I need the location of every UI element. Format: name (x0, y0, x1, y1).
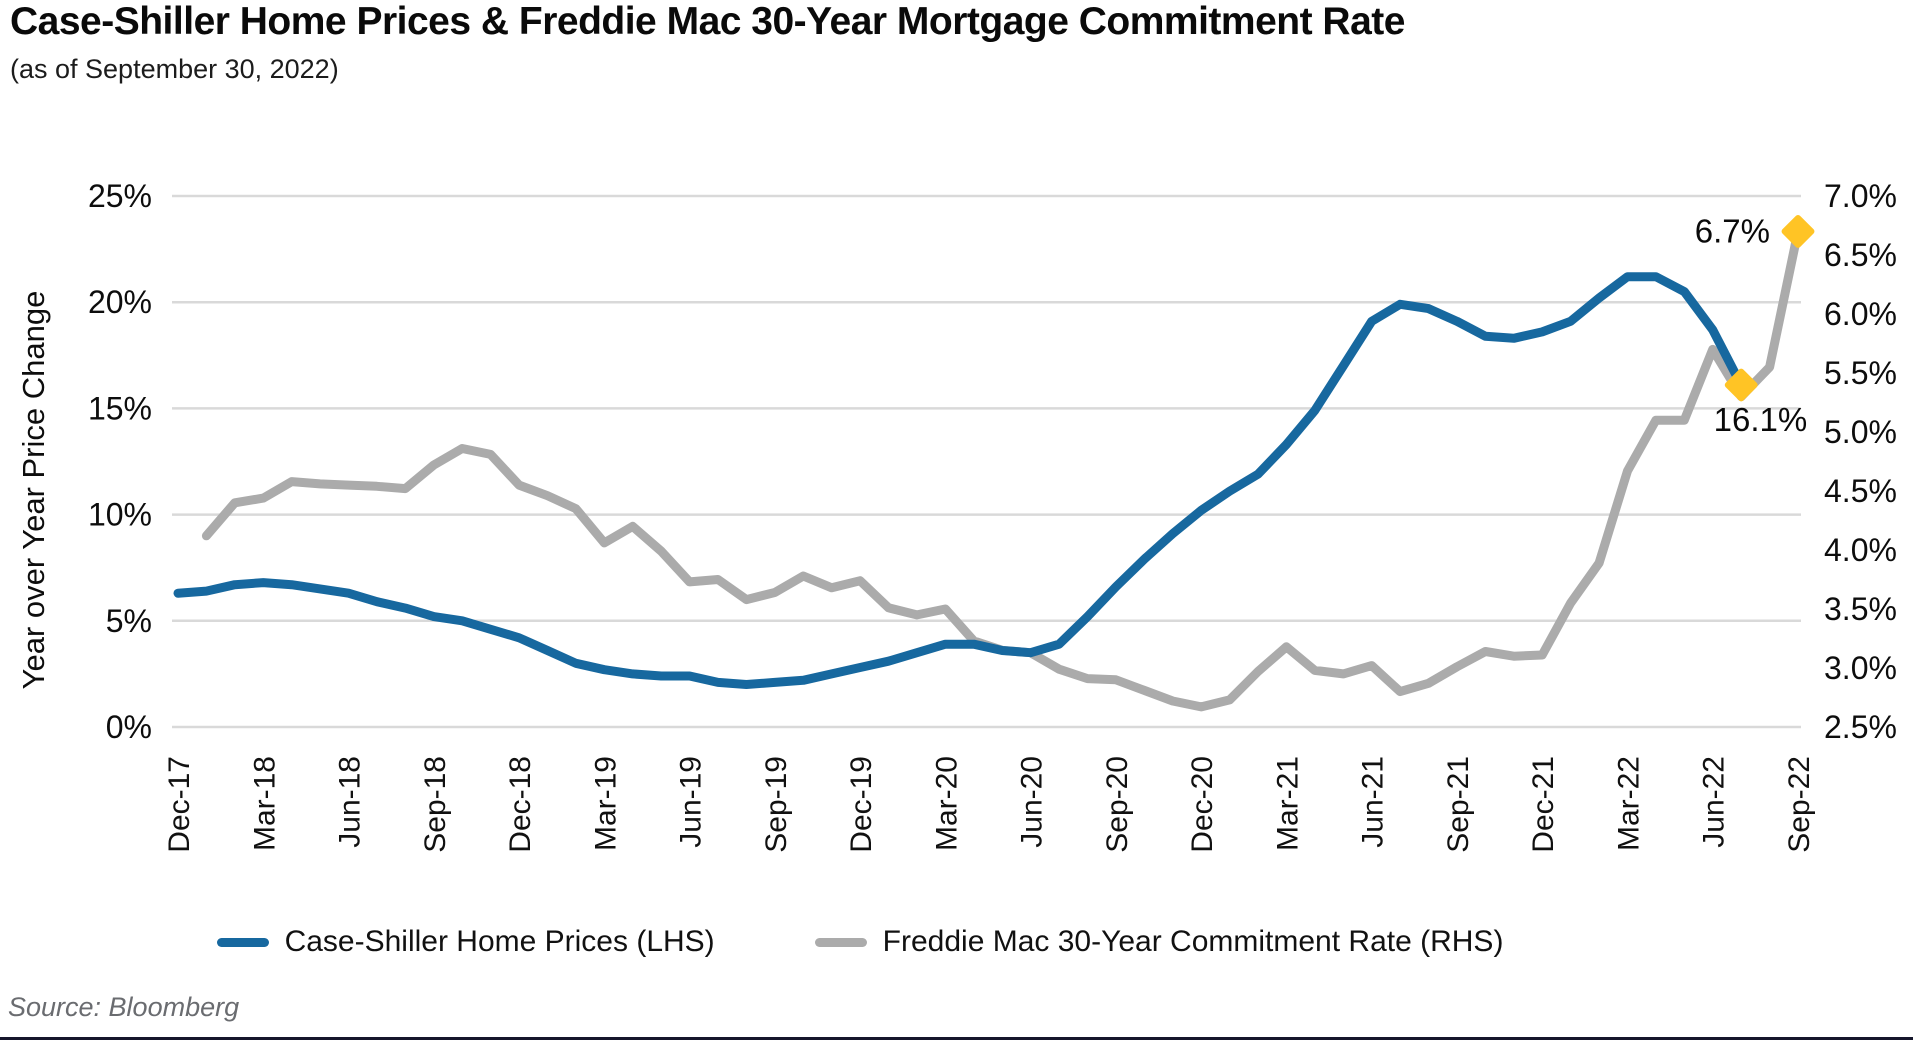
x-axis-tick-label: Jun-19 (675, 756, 708, 848)
legend-item-case-shiller: Case-Shiller Home Prices (LHS) (216, 925, 715, 959)
right-axis-tick-label: 4.5% (1824, 473, 1897, 509)
legend-label-freddie-mac: Freddie Mac 30-Year Commitment Rate (RHS… (882, 925, 1504, 958)
end-markers (1724, 214, 1815, 402)
legend-label-case-shiller: Case-Shiller Home Prices (LHS) (284, 925, 715, 958)
x-axis-tick-label: Mar-20 (930, 756, 963, 851)
bottom-divider (0, 1037, 1913, 1040)
page-title: Case-Shiller Home Prices & Freddie Mac 3… (10, 0, 1405, 43)
x-axis-tick-label: Sep-21 (1442, 756, 1475, 853)
gray-line-swatch (814, 937, 867, 947)
left-axis-tick-label: 20% (88, 284, 152, 320)
right-axis-tick-label: 3.5% (1824, 591, 1897, 627)
x-axis-tick-label: Sep-20 (1101, 756, 1134, 853)
x-axis-tick-label: Jun-21 (1357, 756, 1390, 848)
left-axis-tick-label: 25% (88, 178, 152, 214)
page-subtitle: (as of September 30, 2022) (10, 54, 339, 84)
x-axis-tick-labels: Dec-17 Mar-18 Jun-18 Sep-18 Dec-18 Mar-19 Jun-… (163, 756, 1816, 853)
x-axis-tick-label: Sep-18 (419, 756, 452, 853)
left-axis-tick-label: 10% (88, 497, 152, 533)
blue-line-swatch (216, 937, 269, 947)
x-axis-tick-label: Mar-21 (1271, 756, 1304, 851)
right-axis-tick-label: 5.5% (1824, 355, 1897, 391)
legend: Case-Shiller Home Prices (LHS) Freddie M… (0, 925, 1720, 959)
right-axis-tick-label: 6.0% (1824, 296, 1897, 332)
right-axis-tick-label: 6.5% (1824, 237, 1897, 273)
legend-item-freddie-mac: Freddie Mac 30-Year Commitment Rate (RHS… (814, 925, 1504, 959)
annotations: 6.7% 16.1% (1695, 212, 1807, 438)
x-axis-tick-label: Jun-22 (1698, 756, 1731, 848)
diamond-marker (1724, 368, 1758, 402)
left-axis-title: Year over Year Price Change (16, 291, 51, 690)
x-axis-tick-label: Jun-18 (334, 756, 367, 848)
series-lines (173, 226, 1803, 712)
left-axis-tick-label: 15% (88, 390, 152, 426)
diamond-marker (1781, 214, 1815, 248)
x-axis-tick-label: Sep-22 (1783, 756, 1816, 853)
right-axis-tick-label: 4.0% (1824, 532, 1897, 568)
left-axis-tick-labels: 0% 5% 10% 15% 20% 25% (88, 178, 152, 745)
annotation-16-1-pct: 16.1% (1714, 401, 1808, 438)
right-axis-tick-label: 2.5% (1824, 709, 1897, 745)
x-axis-tick-label: Dec-20 (1186, 756, 1219, 853)
x-axis-tick-label: Jun-20 (1016, 756, 1049, 848)
right-axis-tick-label: 3.0% (1824, 650, 1897, 686)
right-axis-tick-labels: 7.0% 6.5% 6.0% 5.5% 5.0% 4.5% 4.0% 3.5% 3.0% 2.5% (1824, 178, 1897, 745)
left-axis-tick-label: 5% (106, 603, 152, 639)
x-axis-tick-label: Dec-21 (1527, 756, 1560, 853)
source-note: Source: Bloomberg (8, 992, 240, 1022)
annotation-6-7-pct: 6.7% (1695, 212, 1770, 249)
case-shiller-line (173, 272, 1746, 689)
right-axis-tick-label: 5.0% (1824, 414, 1897, 450)
x-axis-tick-label: Mar-22 (1612, 756, 1645, 851)
x-axis-tick-label: Mar-19 (589, 756, 622, 851)
x-axis-tick-label: Dec-19 (845, 756, 878, 853)
x-axis-tick-label: Sep-19 (760, 756, 793, 853)
right-axis-tick-label: 7.0% (1824, 178, 1897, 214)
x-axis-tick-label: Dec-17 (163, 756, 196, 853)
gridlines (172, 194, 1801, 729)
x-axis-tick-label: Dec-18 (504, 756, 537, 853)
x-axis-tick-label: Mar-18 (248, 756, 281, 851)
left-axis-tick-label: 0% (106, 709, 152, 745)
